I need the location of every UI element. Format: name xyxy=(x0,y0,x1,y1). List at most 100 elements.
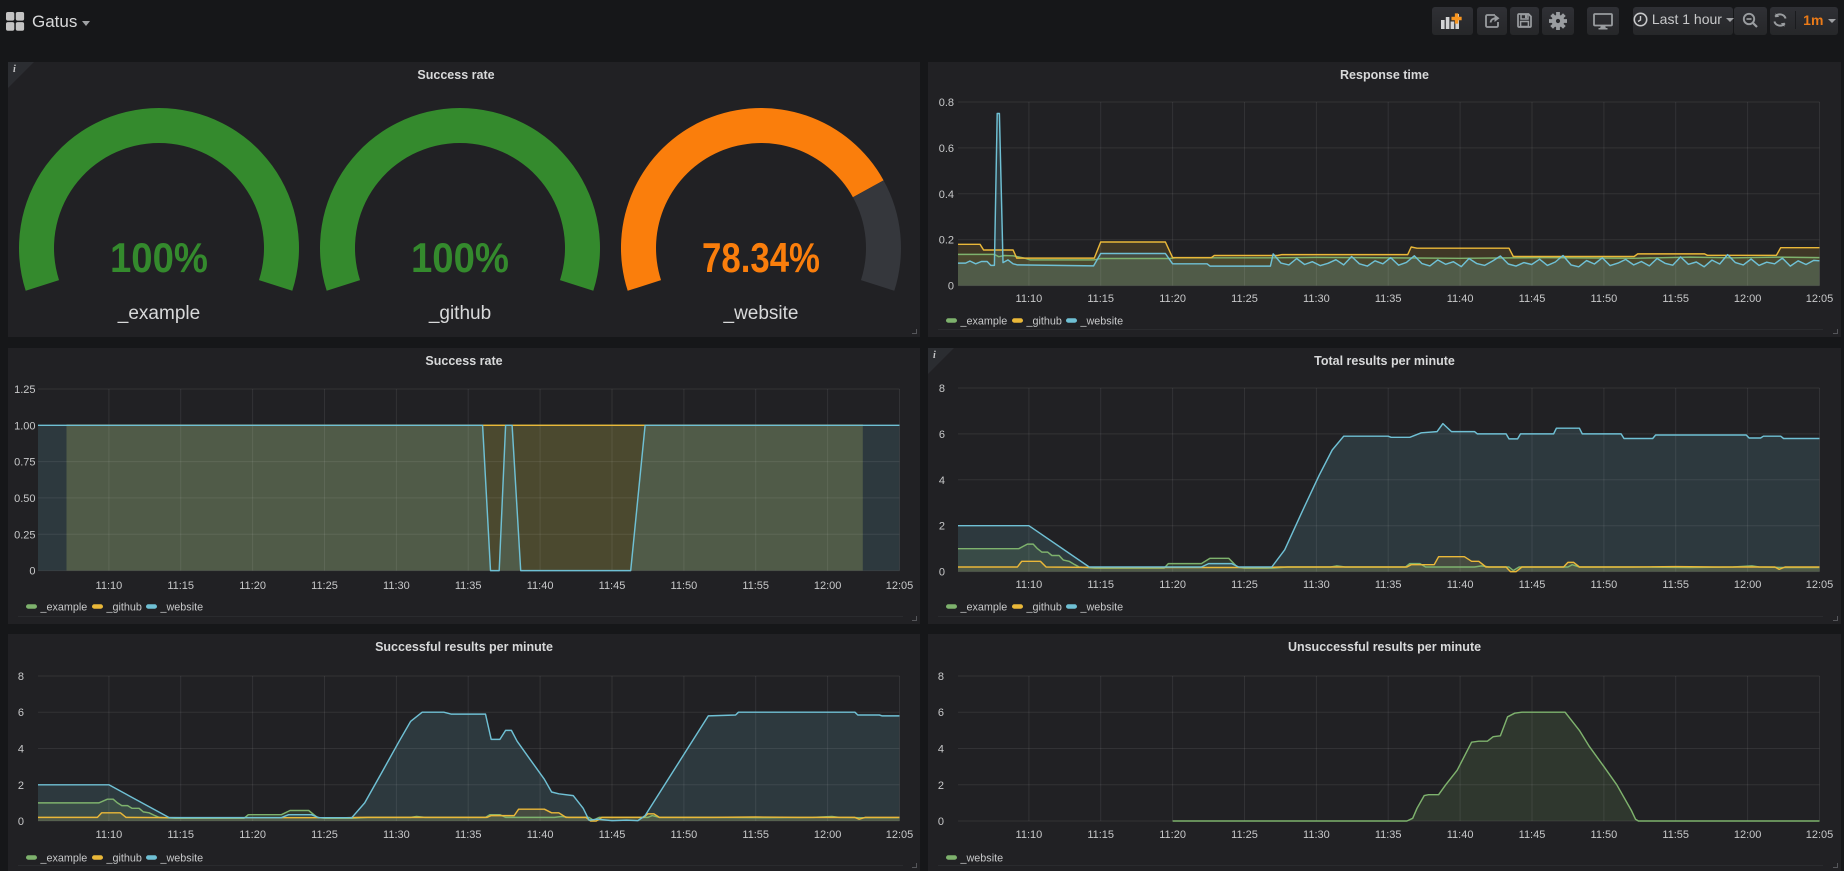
svg-text:12:00: 12:00 xyxy=(814,580,842,592)
svg-text:11:30: 11:30 xyxy=(383,829,410,841)
svg-text:2: 2 xyxy=(938,780,944,792)
svg-text:12:00: 12:00 xyxy=(1734,579,1762,591)
svg-text:_example: _example xyxy=(40,853,88,865)
svg-text:_github: _github xyxy=(106,602,142,614)
svg-text:4: 4 xyxy=(938,744,944,756)
svg-text:11:55: 11:55 xyxy=(1662,829,1689,841)
svg-text:11:50: 11:50 xyxy=(671,580,698,592)
svg-text:11:45: 11:45 xyxy=(1519,829,1546,841)
svg-text:11:55: 11:55 xyxy=(1662,579,1689,591)
svg-text:11:40: 11:40 xyxy=(1447,293,1474,305)
svg-text:11:40: 11:40 xyxy=(527,580,554,592)
svg-text:6: 6 xyxy=(938,707,944,719)
svg-text:11:20: 11:20 xyxy=(1159,829,1186,841)
svg-text:11:50: 11:50 xyxy=(1591,829,1618,841)
svg-text:100%: 100% xyxy=(110,234,208,281)
svg-text:0: 0 xyxy=(939,567,945,579)
svg-text:11:20: 11:20 xyxy=(239,580,266,592)
svg-text:11:30: 11:30 xyxy=(1303,829,1330,841)
svg-text:_github: _github xyxy=(1026,602,1062,614)
svg-text:_website: _website xyxy=(723,303,799,324)
svg-text:11:10: 11:10 xyxy=(1016,293,1043,305)
svg-text:_example: _example xyxy=(40,602,88,614)
svg-text:11:40: 11:40 xyxy=(527,829,554,841)
svg-text:_website: _website xyxy=(160,853,204,865)
svg-text:11:55: 11:55 xyxy=(1662,293,1689,305)
svg-text:0.25: 0.25 xyxy=(14,529,35,541)
svg-text:11:15: 11:15 xyxy=(1087,579,1114,591)
svg-text:_example: _example xyxy=(960,316,1008,328)
svg-text:11:55: 11:55 xyxy=(742,580,769,592)
svg-text:11:15: 11:15 xyxy=(1087,829,1114,841)
svg-text:0.50: 0.50 xyxy=(14,493,35,505)
svg-text:0: 0 xyxy=(18,816,24,828)
svg-text:_website: _website xyxy=(1080,602,1124,614)
svg-text:11:25: 11:25 xyxy=(1231,293,1258,305)
svg-text:11:35: 11:35 xyxy=(1375,293,1402,305)
svg-text:11:10: 11:10 xyxy=(1016,829,1043,841)
svg-text:11:30: 11:30 xyxy=(383,580,410,592)
svg-text:12:00: 12:00 xyxy=(1734,293,1762,305)
svg-text:1.25: 1.25 xyxy=(14,384,35,396)
svg-text:11:45: 11:45 xyxy=(1519,579,1546,591)
svg-text:_example: _example xyxy=(117,303,200,324)
svg-text:_github: _github xyxy=(428,303,491,324)
svg-text:0: 0 xyxy=(29,566,35,578)
svg-text:11:15: 11:15 xyxy=(167,829,194,841)
svg-text:0.75: 0.75 xyxy=(14,457,35,469)
svg-text:11:10: 11:10 xyxy=(1016,579,1043,591)
svg-text:_website: _website xyxy=(1080,316,1124,328)
svg-text:8: 8 xyxy=(939,383,945,395)
svg-text:11:35: 11:35 xyxy=(455,829,482,841)
svg-text:78.34%: 78.34% xyxy=(702,234,820,281)
svg-text:12:05: 12:05 xyxy=(886,580,914,592)
svg-text:0.6: 0.6 xyxy=(939,143,954,155)
svg-text:11:25: 11:25 xyxy=(311,580,338,592)
svg-text:11:45: 11:45 xyxy=(1519,293,1546,305)
svg-text:4: 4 xyxy=(18,744,24,756)
svg-text:8: 8 xyxy=(18,671,24,683)
svg-text:4: 4 xyxy=(939,475,945,487)
svg-text:2: 2 xyxy=(18,780,24,792)
svg-text:11:20: 11:20 xyxy=(1159,579,1186,591)
svg-text:_example: _example xyxy=(960,602,1008,614)
svg-text:12:00: 12:00 xyxy=(814,829,842,841)
svg-text:6: 6 xyxy=(939,429,945,441)
svg-text:11:50: 11:50 xyxy=(671,829,698,841)
svg-text:0.2: 0.2 xyxy=(939,235,954,247)
svg-text:8: 8 xyxy=(938,671,944,683)
svg-text:_github: _github xyxy=(1026,316,1062,328)
svg-text:11:15: 11:15 xyxy=(167,580,194,592)
svg-text:11:25: 11:25 xyxy=(1231,829,1258,841)
svg-text:11:50: 11:50 xyxy=(1591,293,1618,305)
svg-text:0: 0 xyxy=(938,816,944,828)
svg-text:2: 2 xyxy=(939,521,945,533)
svg-text:11:45: 11:45 xyxy=(599,829,626,841)
svg-text:11:10: 11:10 xyxy=(96,580,123,592)
svg-text:11:50: 11:50 xyxy=(1591,579,1618,591)
svg-text:11:25: 11:25 xyxy=(311,829,338,841)
svg-text:_website: _website xyxy=(160,602,204,614)
svg-text:11:15: 11:15 xyxy=(1087,293,1114,305)
svg-text:_github: _github xyxy=(106,853,142,865)
svg-text:11:35: 11:35 xyxy=(1375,829,1402,841)
svg-text:11:35: 11:35 xyxy=(1375,579,1402,591)
svg-text:11:10: 11:10 xyxy=(96,829,123,841)
svg-text:6: 6 xyxy=(18,707,24,719)
svg-text:11:40: 11:40 xyxy=(1447,829,1474,841)
svg-text:11:35: 11:35 xyxy=(455,580,482,592)
svg-text:100%: 100% xyxy=(411,234,509,281)
svg-text:11:20: 11:20 xyxy=(1159,293,1186,305)
svg-text:_website: _website xyxy=(960,853,1004,865)
svg-text:11:55: 11:55 xyxy=(742,829,769,841)
svg-text:1.00: 1.00 xyxy=(14,420,35,432)
svg-text:0.4: 0.4 xyxy=(939,189,954,201)
svg-text:11:20: 11:20 xyxy=(239,829,266,841)
svg-text:12:05: 12:05 xyxy=(886,829,914,841)
svg-text:12:05: 12:05 xyxy=(1806,829,1834,841)
svg-text:11:30: 11:30 xyxy=(1303,579,1330,591)
svg-text:11:25: 11:25 xyxy=(1231,579,1258,591)
svg-text:0: 0 xyxy=(948,281,954,293)
svg-text:12:00: 12:00 xyxy=(1734,829,1762,841)
svg-text:12:05: 12:05 xyxy=(1806,293,1834,305)
